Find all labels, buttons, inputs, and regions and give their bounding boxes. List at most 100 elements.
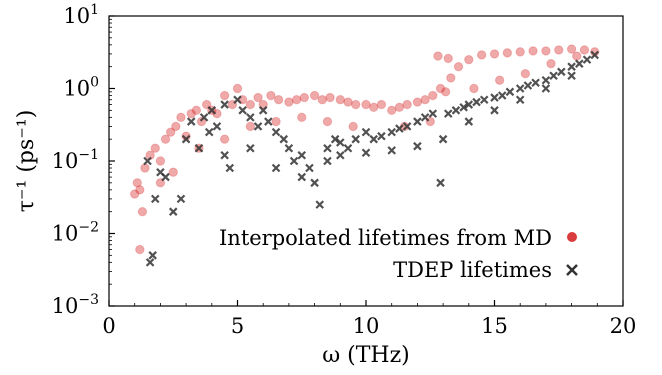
y-axis: 101 100 10−1 10−2 10−3	[52, 2, 115, 318]
md-point	[343, 97, 353, 107]
md-point	[155, 156, 166, 166]
tdep-point	[443, 109, 453, 118]
tdep-point	[505, 87, 515, 97]
md-point	[135, 185, 145, 195]
md-point	[394, 102, 405, 113]
md-point	[291, 95, 302, 105]
md-point	[402, 99, 412, 110]
tdep-point	[541, 84, 551, 93]
md-point	[165, 127, 176, 137]
tdep-point	[225, 163, 235, 173]
md-point	[271, 116, 281, 127]
tdep-point	[490, 93, 499, 102]
md-point	[515, 47, 525, 57]
md-point	[150, 143, 160, 153]
md-point	[171, 121, 181, 132]
md-point	[335, 95, 345, 105]
tdep-point	[264, 117, 273, 126]
legend-label-tdep: TDEP lifetimes	[393, 258, 552, 282]
tdep-point	[258, 106, 268, 115]
md-point	[476, 50, 487, 60]
tdep-point	[402, 122, 412, 131]
y-axis-label: τ⁻¹ (ps⁻¹)	[14, 110, 39, 213]
tdep-point	[220, 100, 229, 109]
md-point	[317, 95, 328, 105]
tdep-point	[168, 207, 178, 216]
tdep-point	[233, 95, 242, 105]
md-point	[494, 75, 505, 85]
tdep-point	[238, 106, 247, 115]
tdep-point	[567, 71, 576, 81]
md-series	[130, 44, 600, 255]
tdep-point	[459, 103, 468, 112]
tdep-point	[575, 59, 584, 68]
tdep-point	[323, 143, 332, 153]
tdep-point	[279, 134, 289, 144]
md-point	[387, 105, 397, 116]
tdep-point	[387, 127, 396, 137]
tdep-point	[336, 138, 345, 147]
tdep-point	[420, 113, 430, 122]
md-point	[412, 97, 423, 107]
md-point	[554, 45, 564, 55]
tdep-point	[464, 100, 474, 109]
tdep-point	[176, 194, 186, 204]
x-tick-label: 20	[610, 314, 637, 338]
md-point	[376, 99, 387, 110]
tdep-point	[143, 156, 152, 166]
md-point	[520, 69, 531, 79]
md-point	[219, 134, 230, 144]
md-point	[435, 83, 446, 94]
y-tick-label: 100	[63, 75, 99, 101]
md-point	[232, 83, 243, 94]
md-point	[433, 51, 443, 61]
tdep-point	[428, 109, 438, 118]
tdep-point	[305, 163, 314, 173]
legend-marker-md	[567, 232, 577, 242]
md-point	[528, 46, 538, 56]
md-point	[443, 53, 453, 64]
tdep-point	[497, 91, 507, 100]
x-tick-label: 5	[231, 314, 244, 338]
md-point	[266, 90, 276, 101]
x-axis-label: ω (THz)	[322, 343, 410, 368]
x-tick-label: 10	[353, 314, 380, 338]
md-point	[135, 244, 145, 255]
tdep-point	[343, 143, 353, 153]
tdep-point	[377, 131, 386, 141]
md-point	[245, 99, 256, 110]
tdep-point	[557, 67, 566, 77]
tdep-point	[472, 97, 481, 107]
tdep-point	[315, 200, 325, 209]
md-point	[469, 83, 479, 94]
tdep-point	[387, 146, 396, 155]
md-point	[351, 99, 361, 110]
md-point	[489, 49, 500, 59]
x-axis: 0 5 10 15 20	[102, 300, 636, 338]
tdep-point	[523, 81, 533, 90]
md-point	[186, 108, 196, 119]
tdep-point	[369, 134, 378, 144]
tdep-point	[413, 141, 422, 151]
md-point	[160, 134, 171, 144]
md-point	[284, 97, 294, 107]
tdep-point	[199, 113, 209, 122]
tdep-point	[204, 127, 214, 137]
tdep-point	[351, 134, 360, 144]
tdep-point	[567, 62, 576, 71]
tdep-point	[220, 150, 229, 160]
y-tick-label: 10−1	[52, 147, 99, 173]
tdep-point	[181, 134, 191, 144]
tdep-point	[361, 127, 371, 137]
md-point	[369, 102, 379, 113]
legend: Interpolated lifetimes from MD TDEP life…	[219, 226, 578, 282]
md-point	[253, 92, 263, 103]
md-point	[541, 46, 551, 56]
legend-label-md: Interpolated lifetimes from MD	[219, 226, 552, 250]
tdep-point	[515, 84, 525, 93]
md-point	[348, 121, 358, 132]
md-point	[361, 99, 371, 110]
tdep-point	[582, 55, 592, 64]
tdep-point	[284, 143, 294, 153]
tdep-point	[297, 150, 307, 160]
